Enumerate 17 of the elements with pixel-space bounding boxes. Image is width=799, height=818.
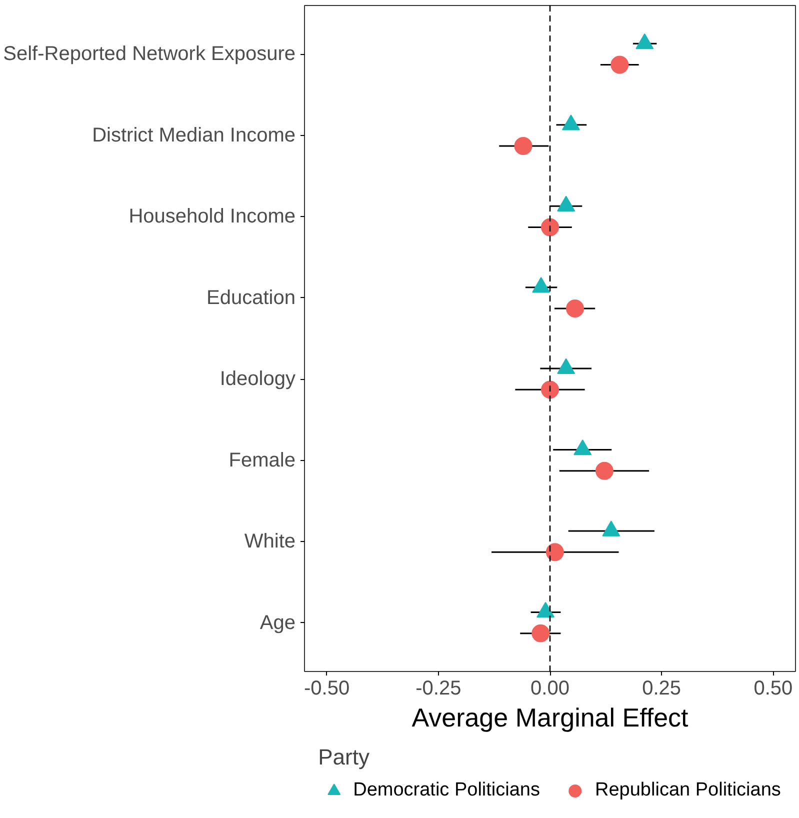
y-tick-label: Female bbox=[228, 449, 296, 472]
x-tick-label: -0.50 bbox=[304, 678, 350, 700]
legend-title: Party bbox=[318, 744, 370, 770]
y-tick-label: Self-Reported Network Exposure bbox=[3, 43, 296, 66]
y-tick-label: District Median Income bbox=[92, 124, 296, 146]
x-tick-label: 0.25 bbox=[642, 678, 682, 700]
y-tick-label: Household Income bbox=[128, 206, 296, 228]
legend-label: Democratic Politicians bbox=[353, 780, 540, 802]
x-axis-title: Average Marginal Effect bbox=[412, 702, 690, 732]
y-tick-label: White bbox=[244, 530, 296, 553]
x-tick-label: 0.50 bbox=[754, 678, 793, 700]
x-tick-label: 0.00 bbox=[530, 678, 570, 700]
y-tick-label: Age bbox=[260, 612, 296, 634]
x-tick-label: -0.25 bbox=[416, 678, 462, 700]
y-tick-label: Ideology bbox=[220, 368, 296, 390]
legend-label: Republican Politicians bbox=[595, 780, 781, 802]
y-tick-label: Education bbox=[206, 286, 296, 309]
